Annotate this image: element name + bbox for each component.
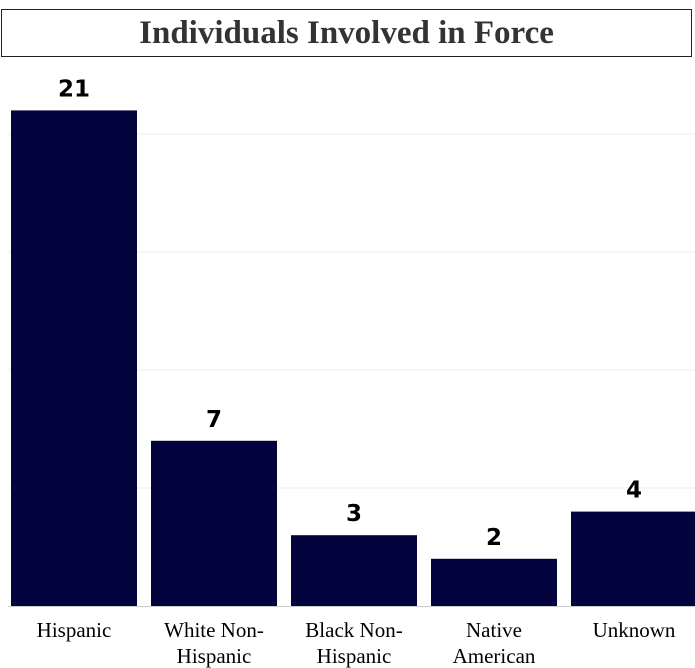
data-label: 3 <box>346 501 362 527</box>
category-label: Hispanic <box>177 644 252 668</box>
data-label: 21 <box>58 76 90 102</box>
category-label: Hispanic <box>37 618 112 642</box>
data-label: 2 <box>486 525 502 551</box>
bar <box>431 558 557 606</box>
category-label: American <box>453 644 536 668</box>
category-label: Unknown <box>593 618 676 642</box>
bar <box>291 535 417 606</box>
bar <box>11 110 137 607</box>
category-label: Black Non- <box>305 618 402 642</box>
category-label: White Non- <box>164 618 264 642</box>
bar <box>571 511 695 606</box>
data-label: 7 <box>206 407 222 433</box>
data-label: 4 <box>626 478 642 504</box>
bar <box>151 440 277 606</box>
chart-title: Individuals Involved in Force <box>1 9 692 57</box>
category-label: Hispanic <box>317 644 392 668</box>
category-label: Native <box>466 618 522 642</box>
